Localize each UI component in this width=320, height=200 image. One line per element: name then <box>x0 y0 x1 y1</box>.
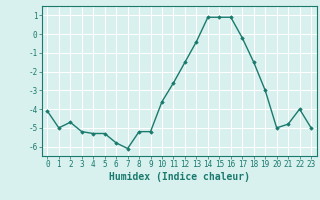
X-axis label: Humidex (Indice chaleur): Humidex (Indice chaleur) <box>109 172 250 182</box>
